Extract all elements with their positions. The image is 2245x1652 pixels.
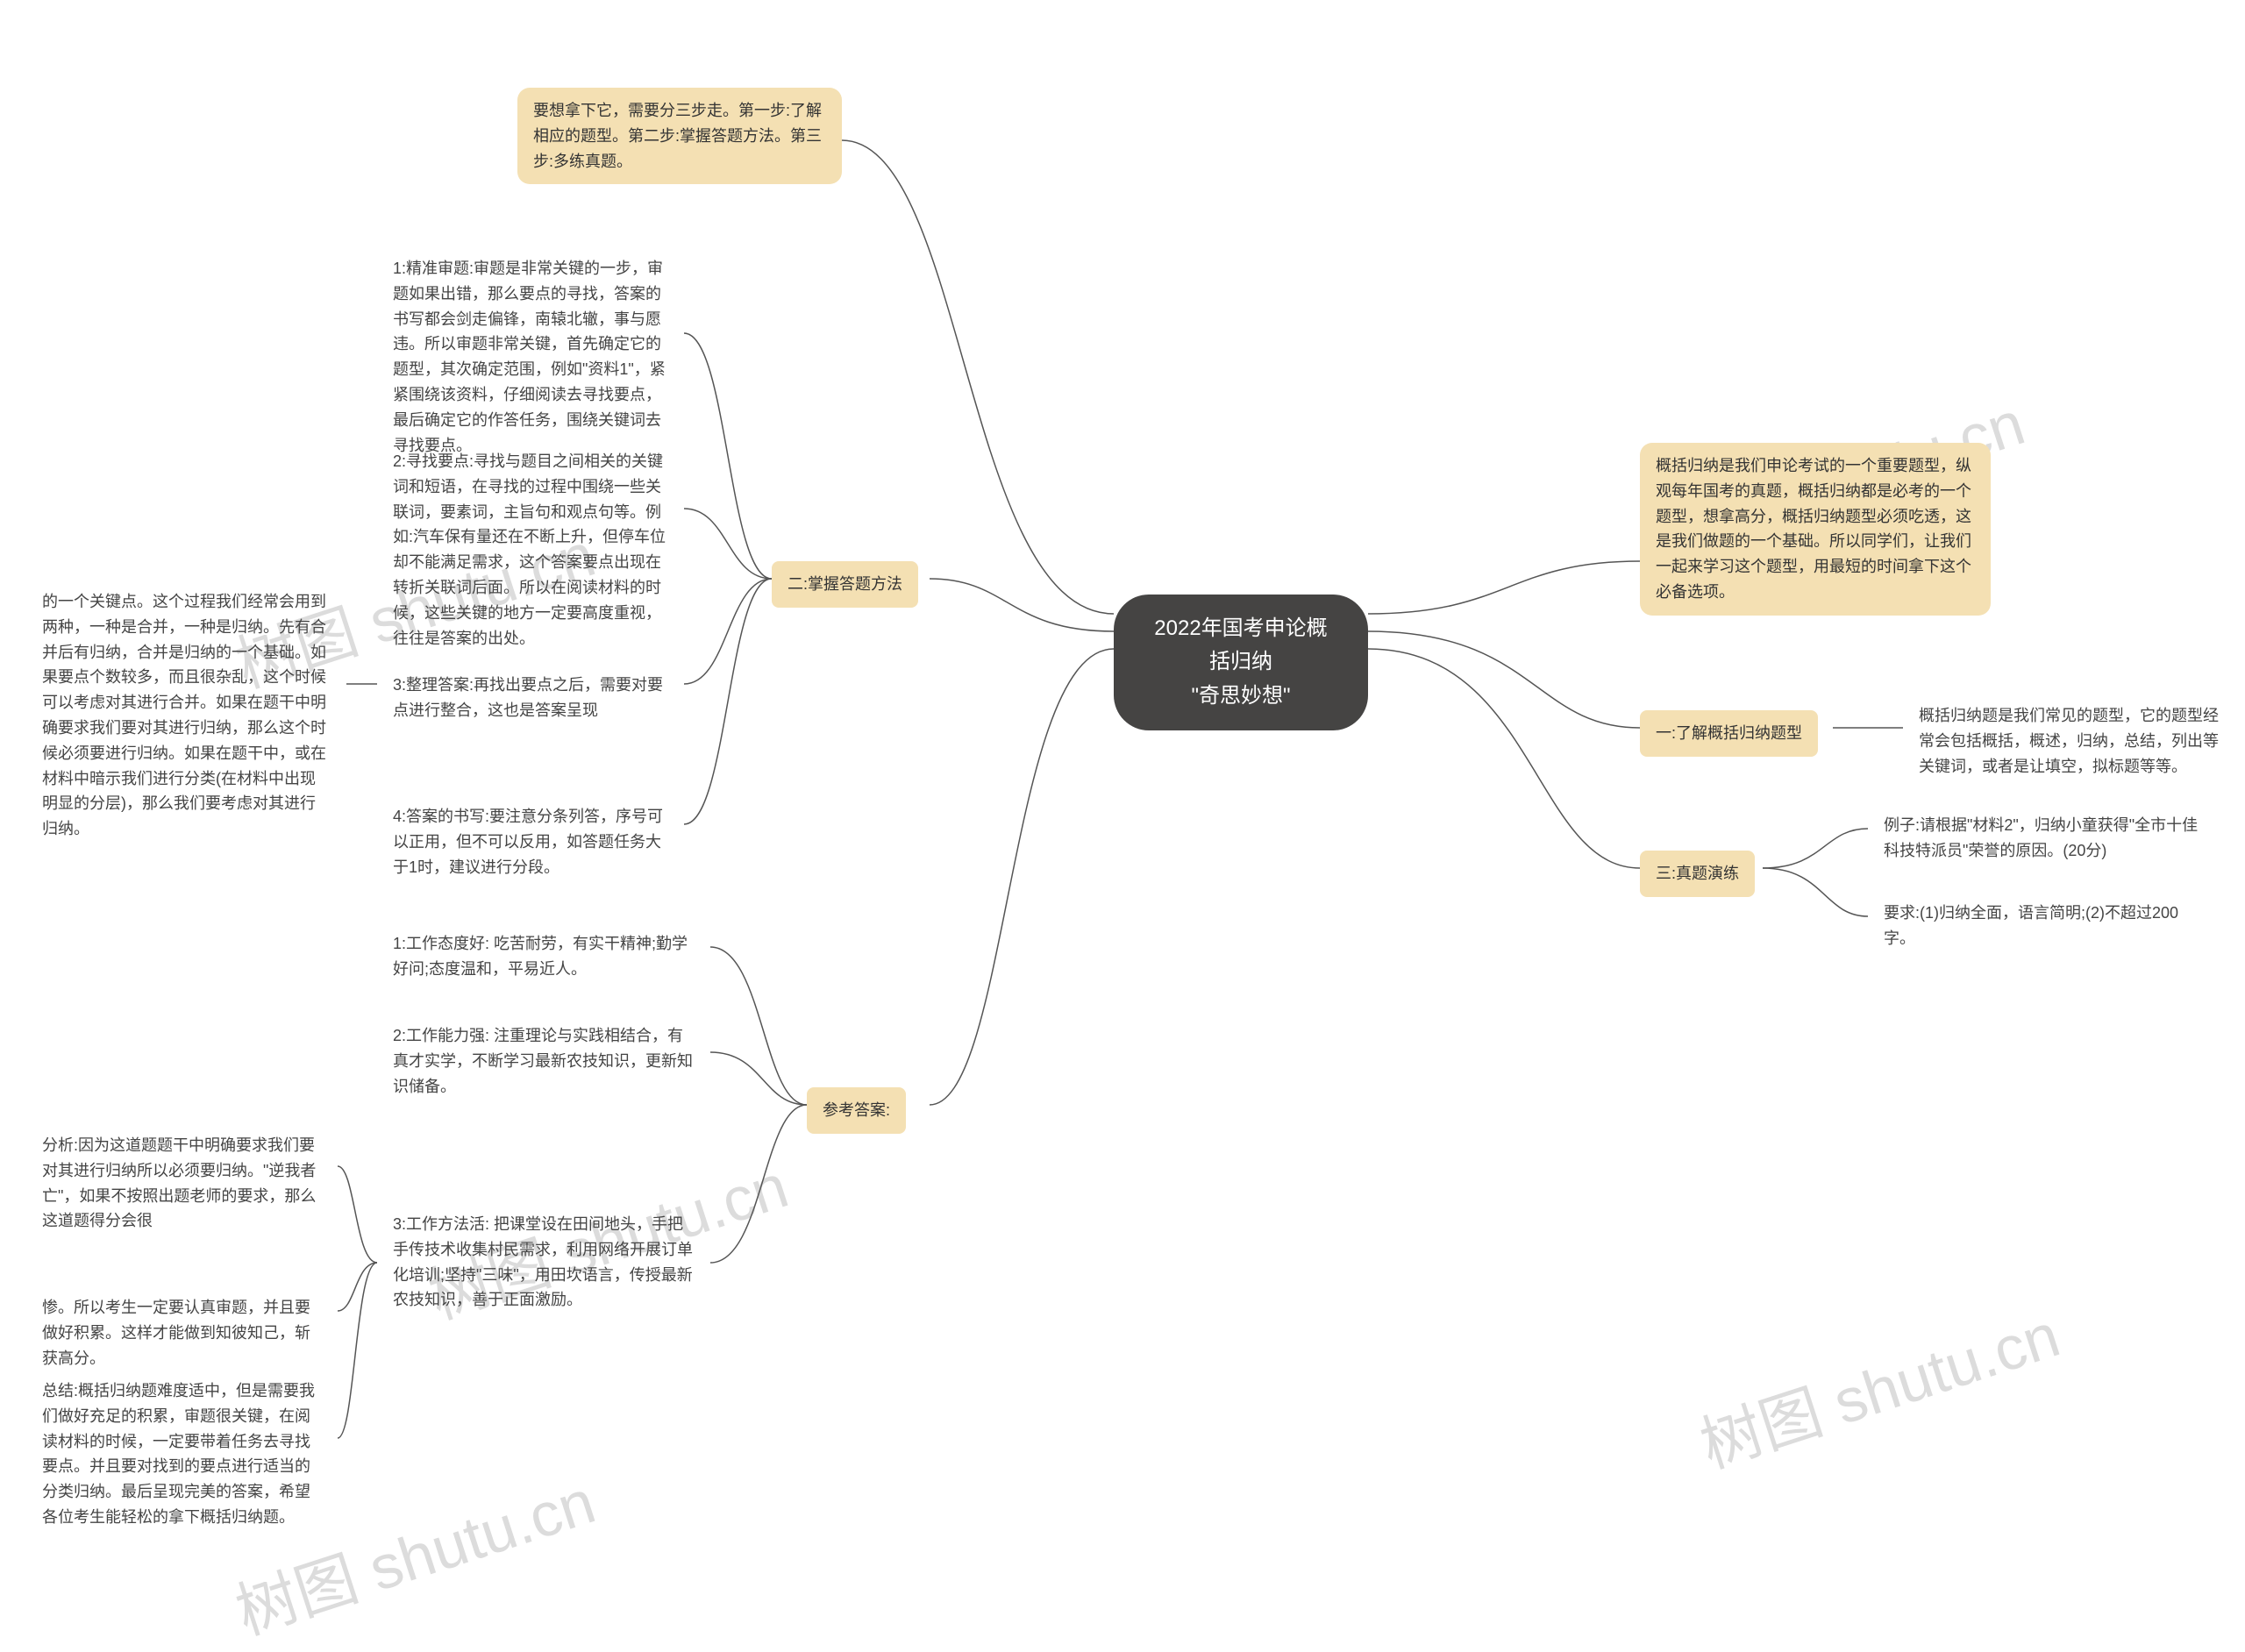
branch-ans-c3: 3:工作方法活: 把课堂设在田间地头，手把手传技术收集村民需求，利用网络开展订单… (377, 1201, 710, 1323)
branch-2-c1: 1:精准审题:审题是非常关键的一步，审题如果出错，那么要点的寻找，答案的书写都会… (377, 246, 684, 468)
branch-2-c3-ext: 的一个关键点。这个过程我们经常会用到两种，一种是合并，一种是归纳。先有合并后有归… (26, 579, 346, 852)
top-steps: 要想拿下它，需要分三步走。第一步:了解相应的题型。第二步:掌握答题方法。第三步:… (517, 88, 842, 184)
branch-2-c4: 4:答案的书写:要注意分条列答，序号可以正用，但不可以反用，如答题任务大于1时，… (377, 794, 684, 890)
branch-3-title: 三:真题演练 (1640, 851, 1755, 897)
branch-1-title: 一:了解概括归纳题型 (1640, 710, 1818, 757)
branch-2-c2: 2:寻找要点:寻找与题目之间相关的关键词和短语，在寻找的过程中围绕一些关联词，要… (377, 438, 684, 661)
center-node: 2022年国考申论概括归纳 "奇思妙想" (1114, 595, 1368, 730)
branch-ans-title: 参考答案: (807, 1087, 906, 1134)
branch-ans-c2: 2:工作能力强: 注重理论与实践相结合，有真才实学，不断学习最新农技知识，更新知… (377, 1013, 710, 1109)
branch-3-child-2: 要求:(1)归纳全面，语言简明;(2)不超过200字。 (1868, 890, 2219, 962)
branch-2-title: 二:掌握答题方法 (772, 561, 918, 608)
branch-1-child: 概括归纳题是我们常见的题型，它的题型经常会包括概括，概述，归纳，总结，列出等关键… (1903, 693, 2236, 789)
branch-ans-c1: 1:工作态度好: 吃苦耐劳，有实干精神;勤学好问;态度温和，平易近人。 (377, 921, 710, 993)
branch-3-child-1: 例子:请根据"材料2"，归纳小童获得"全市十佳科技特派员"荣誉的原因。(20分) (1868, 802, 2219, 874)
watermark: 树图 shutu.cn (1688, 1286, 2070, 1485)
branch-2-c3: 3:整理答案:再找出要点之后，需要对要点进行整合，这也是答案呈现 (377, 662, 684, 734)
branch-ans-c3-ext3: 总结:概括归纳题难度适中，但是需要我们做好充足的积累，审题很关键，在阅读材料的时… (26, 1368, 338, 1541)
branch-ans-c3-ext1: 分析:因为这道题题干中明确要求我们要对其进行归纳所以必须要归纳。"逆我者亡"，如… (26, 1122, 338, 1244)
intro-note: 概括归纳是我们申论考试的一个重要题型，纵观每年国考的真题，概括归纳都是必考的一个… (1640, 443, 1991, 616)
branch-ans-c3-ext2: 惨。所以考生一定要认真审题，并且要做好积累。这样才能做到知彼知己，斩获高分。 (26, 1285, 338, 1381)
